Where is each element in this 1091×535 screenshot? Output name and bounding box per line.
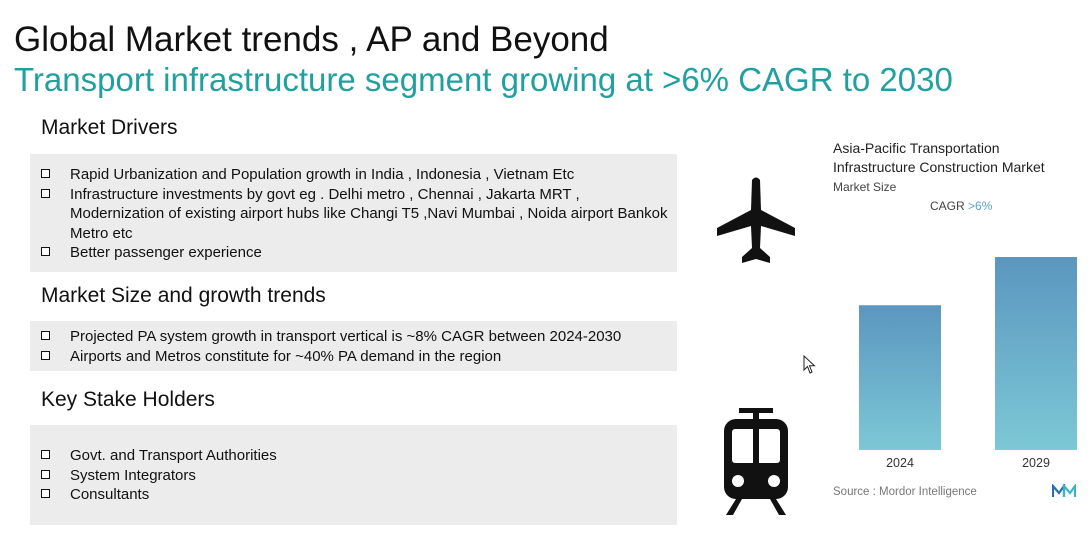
list-item-text: Infrastructure investments by govt eg . … — [70, 185, 668, 242]
cagr-label: CAGR — [930, 199, 965, 213]
bar-2029 — [995, 257, 1077, 450]
section-heading-key-stake-holders: Key Stake Holders — [41, 388, 215, 411]
cagr-annotation: CAGR >6% — [930, 199, 992, 213]
list-item: Consultants — [38, 485, 669, 505]
section-heading-market-size: Market Size and growth trends — [41, 284, 326, 307]
chart-source: Source : Mordor Intelligence — [833, 486, 977, 498]
checkbox-bullet-icon — [41, 331, 50, 340]
key-stake-holders-list: Govt. and Transport Authorities System I… — [38, 446, 669, 505]
checkbox-bullet-icon — [41, 247, 50, 256]
list-item-text: Projected PA system growth in transport … — [70, 328, 622, 345]
list-item-text: Govt. and Transport Authorities — [70, 447, 277, 464]
list-item: System Integrators — [38, 466, 669, 486]
bar-chart: 2024 2029 — [859, 257, 1077, 470]
mordor-logo-icon — [1052, 484, 1076, 497]
slide-title: Global Market trends , AP and Beyond — [14, 20, 609, 59]
train-icon — [724, 408, 788, 515]
market-drivers-list: Rapid Urbanization and Population growth… — [38, 165, 669, 263]
airplane-icon — [717, 177, 795, 263]
section-heading-market-drivers: Market Drivers — [41, 116, 178, 139]
checkbox-bullet-icon — [41, 469, 50, 479]
list-item-text: Rapid Urbanization and Population growth… — [70, 166, 575, 183]
checkbox-bullet-icon — [41, 489, 50, 498]
list-item-text: System Integrators — [70, 466, 196, 484]
x-tick-label-2029: 2029 — [1022, 456, 1050, 470]
checkbox-bullet-icon — [41, 188, 50, 198]
list-item-text: Consultants — [70, 486, 150, 503]
x-tick-label-2024: 2024 — [886, 456, 914, 470]
market-drivers-box: Rapid Urbanization and Population growth… — [30, 154, 677, 272]
market-size-list: Projected PA system growth in transport … — [38, 327, 669, 366]
list-item: Govt. and Transport Authorities — [38, 446, 669, 466]
list-item-text: Better passenger experience — [70, 244, 262, 261]
chart-subtitle: Market Size — [833, 180, 897, 194]
list-item: Infrastructure investments by govt eg . … — [38, 185, 669, 244]
chart-title: Asia-Pacific Transportation Infrastructu… — [833, 140, 1045, 175]
list-item: Rapid Urbanization and Population growth… — [38, 165, 669, 185]
key-stake-holders-box: Govt. and Transport Authorities System I… — [30, 425, 677, 525]
list-item: Better passenger experience — [38, 243, 669, 263]
market-size-box: Projected PA system growth in transport … — [30, 321, 677, 371]
mouse-cursor-icon — [803, 355, 816, 374]
list-item: Airports and Metros constitute for ~40% … — [38, 347, 669, 367]
list-item-text: Airports and Metros constitute for ~40% … — [70, 347, 502, 365]
slide-subtitle: Transport infrastructure segment growing… — [14, 61, 953, 98]
list-item: Projected PA system growth in transport … — [38, 327, 669, 347]
bar-2024 — [859, 305, 941, 450]
checkbox-bullet-icon — [41, 169, 50, 178]
checkbox-bullet-icon — [41, 450, 50, 459]
cagr-value: >6% — [968, 199, 993, 213]
checkbox-bullet-icon — [41, 350, 50, 360]
